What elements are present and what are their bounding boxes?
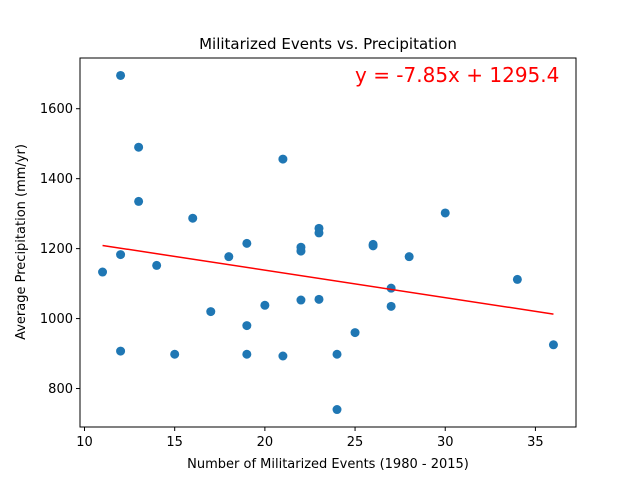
data-point xyxy=(386,283,396,293)
data-point xyxy=(116,346,126,356)
data-point xyxy=(314,228,324,238)
x-tick-label: 10 xyxy=(76,435,93,450)
y-tick-label: 1200 xyxy=(40,242,73,257)
x-tick-label: 25 xyxy=(347,435,364,450)
data-point xyxy=(368,241,378,251)
data-point xyxy=(224,252,234,262)
data-point xyxy=(440,208,450,218)
regression-equation: y = -7.85x + 1295.4 xyxy=(355,63,559,87)
data-point xyxy=(116,250,126,260)
plot-marks xyxy=(98,70,558,415)
data-point xyxy=(332,405,342,415)
data-point xyxy=(278,154,288,164)
data-point xyxy=(134,142,144,152)
data-point xyxy=(386,301,396,311)
data-point xyxy=(314,294,324,304)
y-tick-label: 1000 xyxy=(40,312,73,327)
data-point xyxy=(170,349,180,359)
data-point xyxy=(206,307,216,317)
data-point xyxy=(188,213,198,223)
plot-frame xyxy=(79,57,577,428)
regression-line xyxy=(102,244,554,315)
data-point xyxy=(134,196,144,206)
x-tick-label: 30 xyxy=(437,435,454,450)
data-point xyxy=(296,295,306,305)
y-tick-label: 1400 xyxy=(40,172,73,187)
x-axis-title: Number of Militarized Events (1980 - 201… xyxy=(187,457,469,472)
data-point xyxy=(548,340,558,350)
axis-ticks: 10 15 20 25 30 35 800 1000 1200 1400 1600 xyxy=(40,102,544,450)
y-axis-title: Average Precipitation (mm/yr) xyxy=(14,144,29,340)
data-point xyxy=(116,70,126,80)
data-point xyxy=(350,328,360,338)
chart-title: Militarized Events vs. Precipitation xyxy=(199,35,457,53)
data-point xyxy=(152,260,162,270)
x-tick-label: 15 xyxy=(166,435,183,450)
x-tick-label: 20 xyxy=(257,435,274,450)
data-point xyxy=(242,349,252,359)
data-point xyxy=(404,252,414,262)
data-point xyxy=(242,238,252,248)
data-point xyxy=(278,351,288,361)
data-point xyxy=(98,267,108,277)
data-point xyxy=(512,274,522,284)
y-tick-label: 800 xyxy=(48,382,73,397)
data-point xyxy=(296,246,306,256)
data-point xyxy=(260,300,270,310)
x-tick-label: 35 xyxy=(527,435,544,450)
data-point xyxy=(242,321,252,331)
data-point xyxy=(332,349,342,359)
y-tick-label: 1600 xyxy=(40,102,73,117)
